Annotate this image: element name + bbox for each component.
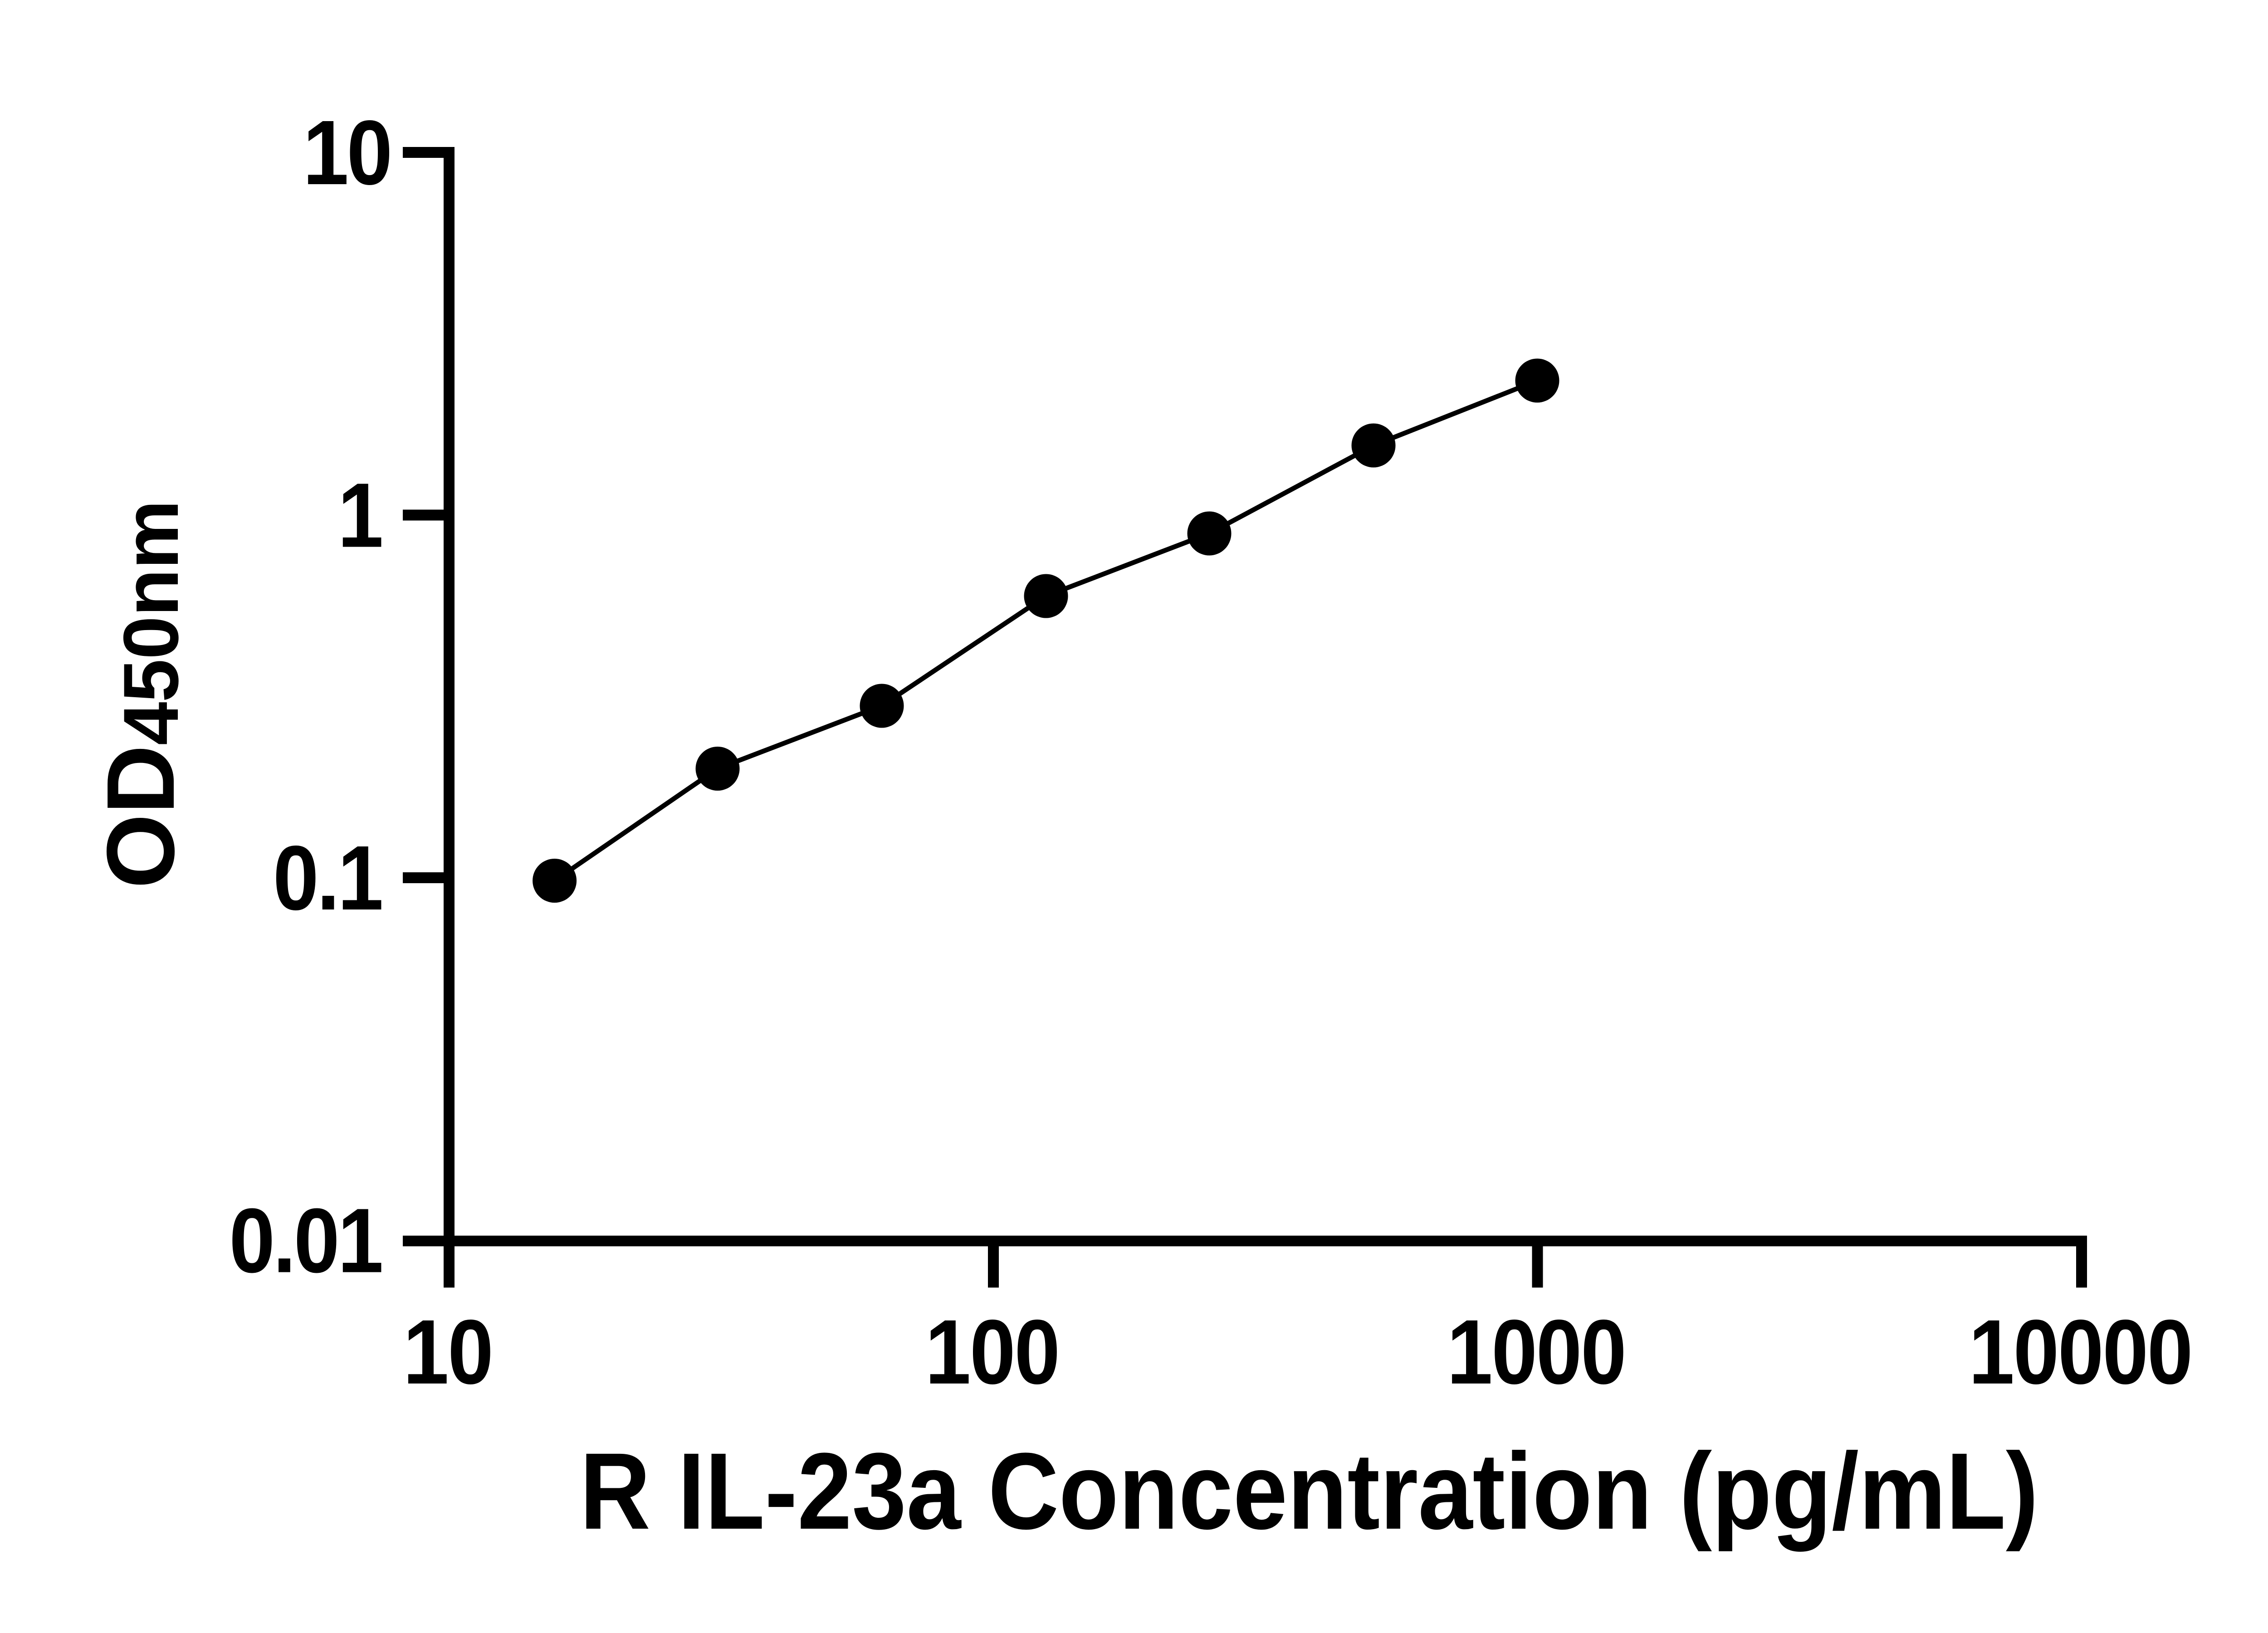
svg-text:OD450nm: OD450nm — [87, 500, 195, 889]
svg-text:1: 1 — [337, 464, 381, 567]
svg-text:0.1: 0.1 — [273, 826, 381, 929]
svg-text:0.01: 0.01 — [229, 1189, 381, 1292]
svg-text:100: 100 — [925, 1301, 1059, 1403]
svg-text:R IL-23a Concentration (pg/mL): R IL-23a Concentration (pg/mL) — [580, 1430, 2038, 1552]
svg-text:1000: 1000 — [1447, 1301, 1626, 1403]
svg-text:10: 10 — [403, 1301, 493, 1403]
svg-text:10000: 10000 — [1969, 1301, 2192, 1403]
svg-text:10: 10 — [303, 101, 391, 204]
